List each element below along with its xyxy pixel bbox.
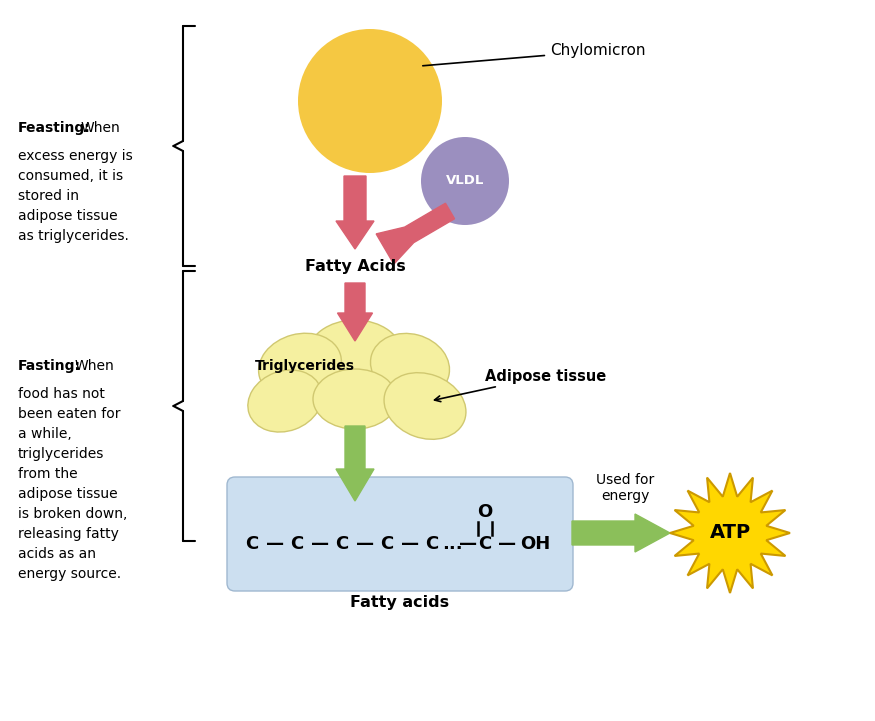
Polygon shape xyxy=(670,473,790,593)
Ellipse shape xyxy=(307,320,403,392)
Text: When: When xyxy=(75,359,115,373)
Text: —: — xyxy=(311,535,329,553)
Text: VLDL: VLDL xyxy=(446,174,484,187)
Ellipse shape xyxy=(298,29,442,173)
Text: Fatty Acids: Fatty Acids xyxy=(304,259,405,274)
Text: food has not
been eaten for
a while,
triglycerides
from the
adipose tissue
is br: food has not been eaten for a while, tri… xyxy=(18,387,128,581)
Polygon shape xyxy=(336,426,374,501)
Text: —: — xyxy=(498,535,516,553)
Text: ...: ... xyxy=(442,535,462,553)
Text: O: O xyxy=(478,503,493,521)
Text: —: — xyxy=(266,535,284,553)
Text: OH: OH xyxy=(520,535,550,553)
Text: ATP: ATP xyxy=(710,523,751,542)
Text: Used for
energy: Used for energy xyxy=(596,473,654,503)
Polygon shape xyxy=(338,283,373,341)
Polygon shape xyxy=(336,176,374,249)
Text: Adipose tissue: Adipose tissue xyxy=(435,368,606,402)
Ellipse shape xyxy=(248,370,322,432)
Text: —: — xyxy=(356,535,374,553)
Ellipse shape xyxy=(259,333,341,399)
Text: Feasting:: Feasting: xyxy=(18,121,91,135)
Text: When: When xyxy=(81,121,121,135)
Text: excess energy is
consumed, it is
stored in
adipose tissue
as triglycerides.: excess energy is consumed, it is stored … xyxy=(18,149,133,243)
Text: —: — xyxy=(459,535,477,553)
Polygon shape xyxy=(572,514,670,552)
Ellipse shape xyxy=(313,369,397,429)
Text: Chylomicron: Chylomicron xyxy=(423,43,646,66)
Text: C: C xyxy=(290,535,304,553)
Ellipse shape xyxy=(384,373,466,439)
Text: C: C xyxy=(335,535,348,553)
FancyBboxPatch shape xyxy=(227,477,573,591)
Text: C: C xyxy=(425,535,438,553)
Text: Fatty acids: Fatty acids xyxy=(350,595,450,610)
Text: C: C xyxy=(381,535,394,553)
Text: Triglycerides: Triglycerides xyxy=(255,359,355,373)
Text: —: — xyxy=(401,535,419,553)
Text: Fasting:: Fasting: xyxy=(18,359,81,373)
Text: C: C xyxy=(245,535,259,553)
Ellipse shape xyxy=(421,137,509,225)
Ellipse shape xyxy=(370,333,450,399)
Text: C: C xyxy=(479,535,492,553)
Polygon shape xyxy=(376,203,454,264)
